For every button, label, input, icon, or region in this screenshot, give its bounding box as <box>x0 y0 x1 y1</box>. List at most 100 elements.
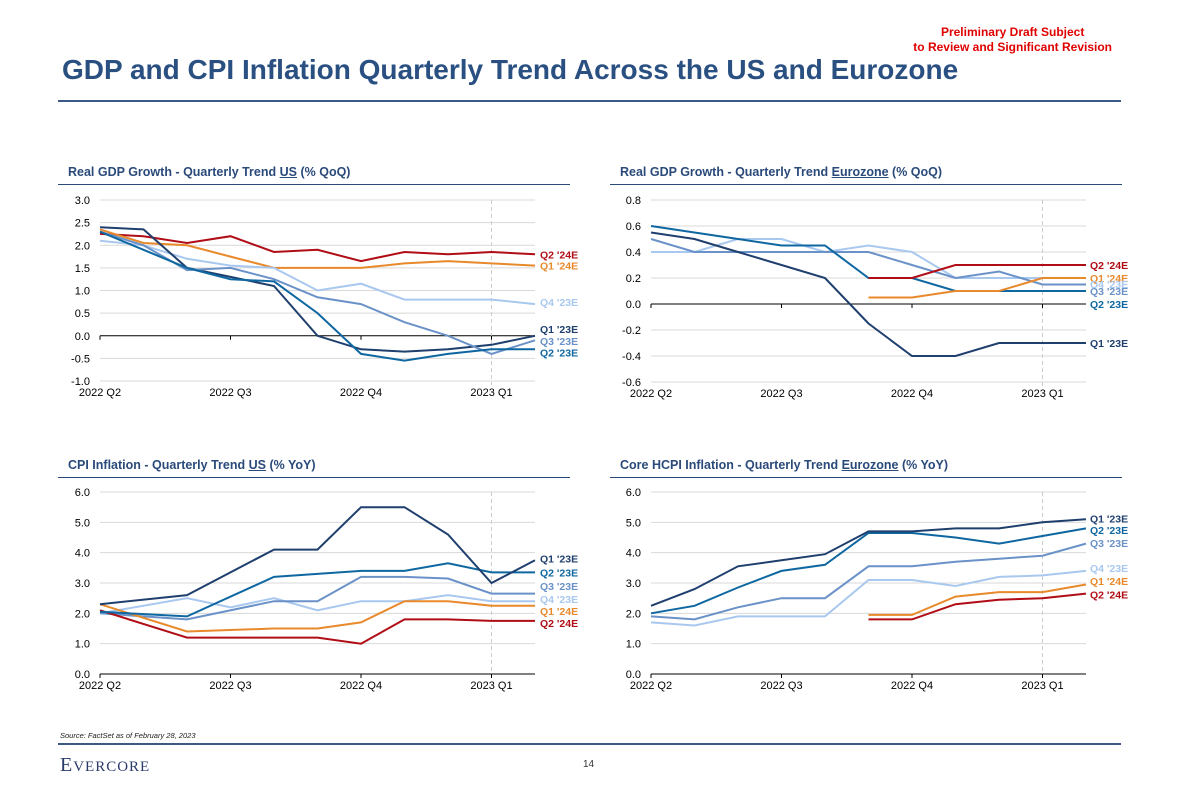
x-tick-label: 2022 Q3 <box>209 680 251 692</box>
y-tick-label: -0.2 <box>622 325 641 337</box>
series-label: Q1 '23E <box>540 554 578 566</box>
y-tick-label: 2.5 <box>75 218 90 230</box>
series-label: Q4 '23E <box>1090 563 1128 575</box>
chart-title-unit: (% QoQ) <box>297 165 351 179</box>
chart-title-region: Eurozone <box>841 458 899 472</box>
series-label: Q3 '23E <box>540 336 578 348</box>
y-tick-label: 1.5 <box>75 263 90 275</box>
series-line-q2-23e <box>99 230 535 362</box>
series-line-q3-23e <box>650 542 1087 621</box>
x-tick-label: 2022 Q2 <box>630 388 672 400</box>
series-label: Q2 '23E <box>1090 525 1128 537</box>
chart-title-region: US <box>248 458 266 472</box>
x-tick-label: 2022 Q4 <box>340 387 382 399</box>
series-line-q4-23e <box>651 238 1086 279</box>
x-tick-label: 2022 Q2 <box>630 680 672 692</box>
series-line-q4-23e <box>99 594 535 615</box>
y-tick-label: -0.4 <box>622 351 641 363</box>
y-tick-label: 1.0 <box>75 286 90 298</box>
chart-title-region: US <box>279 165 297 179</box>
title-divider <box>58 100 1121 102</box>
series-line-q1-24e <box>99 600 535 633</box>
series-line-q4-23e <box>650 569 1087 627</box>
chart-divider <box>610 477 1122 478</box>
chart-divider <box>610 184 1122 185</box>
y-tick-label: 0.0 <box>626 669 641 681</box>
series-label: Q3 '23E <box>540 581 578 593</box>
series-label: Q2 '24E <box>540 249 578 261</box>
chart-title-ez-gdp: Real GDP Growth - Quarterly Trend Eurozo… <box>620 165 942 179</box>
y-tick-label: 0.6 <box>626 221 641 233</box>
series-line-q2-23e <box>650 527 1087 615</box>
series-label: Q1 '23E <box>1090 514 1128 526</box>
series-line-q2-24e <box>868 592 1087 621</box>
x-tick-label: 2023 Q1 <box>470 387 512 399</box>
x-tick-label: 2023 Q1 <box>1021 680 1063 692</box>
chart-title-us-gdp: Real GDP Growth - Quarterly Trend US (% … <box>68 165 350 179</box>
draft-notice-line1: Preliminary Draft Subject <box>940 25 1085 39</box>
series-label: Q4 '23E <box>1090 279 1128 291</box>
logo-rest: VERCORE <box>73 759 151 775</box>
series-line-q1-23e <box>99 506 536 606</box>
y-tick-label: 2.0 <box>75 240 90 252</box>
source-note: Source: FactSet as of February 28, 2023 <box>60 731 196 740</box>
series-label: Q1 '24E <box>1090 576 1128 588</box>
series-label: Q2 '24E <box>540 618 578 630</box>
x-tick-label: 2023 Q1 <box>1021 388 1063 400</box>
series-label: Q2 '23E <box>1090 299 1128 311</box>
draft-notice: Preliminary Draft Subject to Review and … <box>913 25 1112 55</box>
series-label: Q4 '23E <box>540 297 578 309</box>
x-tick-label: 2022 Q4 <box>891 680 933 692</box>
y-tick-label: -1.0 <box>71 376 90 388</box>
x-tick-label: 2023 Q1 <box>470 680 512 692</box>
x-tick-label: 2022 Q2 <box>79 680 121 692</box>
series-line-q1-24e <box>868 277 1086 299</box>
series-label: Q1 '24E <box>540 606 578 618</box>
chart-divider <box>58 184 570 185</box>
y-tick-label: 3.0 <box>75 578 90 590</box>
series-line-q1-23e <box>99 226 536 353</box>
series-label: Q3 '23E <box>1090 286 1128 298</box>
x-tick-label: 2022 Q3 <box>760 680 802 692</box>
y-tick-label: 1.0 <box>75 639 90 651</box>
y-tick-label: 5.0 <box>626 517 641 529</box>
y-tick-label: 3.0 <box>75 195 90 207</box>
y-tick-label: 4.0 <box>75 548 90 560</box>
x-tick-label: 2022 Q2 <box>79 387 121 399</box>
series-line-q1-23e <box>650 518 1087 607</box>
series-label: Q1 '24E <box>540 261 578 273</box>
y-tick-label: 0.0 <box>75 331 90 343</box>
chart-title-unit: (% QoQ) <box>888 165 943 179</box>
series-line-q1-24e <box>99 228 536 269</box>
page-title: GDP and CPI Inflation Quarterly Trend Ac… <box>62 54 959 85</box>
chart-title-text: CPI Inflation - Quarterly Trend <box>68 458 249 472</box>
y-tick-label: 1.0 <box>626 639 641 651</box>
series-label: Q1 '23E <box>1090 338 1128 350</box>
series-line-q2-24e <box>868 264 1086 279</box>
chart-title-unit: (% YoY) <box>898 458 949 472</box>
chart-title-text: Core HCPI Inflation - Quarterly Trend <box>620 458 842 472</box>
chart-divider <box>58 477 570 478</box>
y-tick-label: 0.5 <box>75 308 90 320</box>
page-number: 14 <box>583 759 595 770</box>
y-tick-label: 0.0 <box>626 299 641 311</box>
series-line-q2-24e <box>99 609 535 645</box>
chart-title-us-cpi: CPI Inflation - Quarterly Trend US (% Yo… <box>68 458 316 472</box>
y-tick-label: 2.0 <box>75 608 90 620</box>
footer-divider <box>58 743 1121 745</box>
series-label: Q1 '24E <box>1090 273 1128 285</box>
y-tick-label: 0.4 <box>626 247 641 259</box>
y-tick-label: 0.0 <box>75 669 90 681</box>
y-tick-label: 2.0 <box>626 608 641 620</box>
chart-title-ez-hcpi: Core HCPI Inflation - Quarterly Trend Eu… <box>620 458 948 472</box>
y-tick-label: 4.0 <box>626 548 641 560</box>
series-label: Q2 '24E <box>1090 260 1128 272</box>
series-line-q2-23e <box>650 225 1086 292</box>
logo-initial: E <box>60 754 74 776</box>
series-line-q1-24e <box>868 583 1087 616</box>
